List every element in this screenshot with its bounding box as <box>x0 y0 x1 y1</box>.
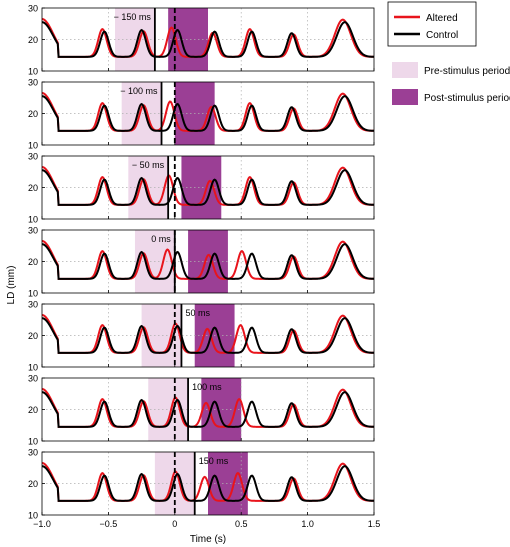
series-control <box>42 243 374 280</box>
panels: − 150 ms 10 20 30 − 100 ms 10 20 30 − 50 ms 10 20 3… <box>28 4 375 521</box>
panel-7: 150 ms 10 20 30 <box>28 448 375 521</box>
y-tick-label: 30 <box>28 448 38 458</box>
y-tick-label: 10 <box>28 511 38 521</box>
panel-3: − 50 ms 10 20 30 <box>28 152 375 225</box>
x-tick-label: −1.0 <box>33 519 51 529</box>
delay-label: 100 ms <box>192 382 222 392</box>
series-control <box>42 317 374 354</box>
y-tick-label: 10 <box>28 141 38 151</box>
y-tick-label: 20 <box>28 109 38 119</box>
y-tick-label: 30 <box>28 152 38 162</box>
y-tick-label: 10 <box>28 437 38 447</box>
y-tick-label: 30 <box>28 4 38 14</box>
delay-label: 150 ms <box>199 456 229 466</box>
delay-label: − 150 ms <box>114 12 152 22</box>
y-axis-label: LD (mm) <box>6 266 17 305</box>
x-tick-label: 1.5 <box>368 519 381 529</box>
y-tick-label: 20 <box>28 405 38 415</box>
y-tick-label: 30 <box>28 300 38 310</box>
x-tick-label: 0 <box>172 519 177 529</box>
panel-4: 0 ms 10 20 30 <box>28 226 375 299</box>
legend: Altered Control Pre-stimulus period Post… <box>387 1 510 105</box>
y-tick-label: 20 <box>28 331 38 341</box>
legend-label-control: Control <box>426 30 458 41</box>
series-control <box>42 95 374 132</box>
legend-box <box>387 1 477 47</box>
legend-swatch-pre-stimulus <box>392 62 418 78</box>
delay-label: − 50 ms <box>132 160 165 170</box>
y-tick-label: 30 <box>28 374 38 384</box>
legend-label-post-stimulus: Post-stimulus period <box>424 93 510 104</box>
panel-2: − 100 ms 10 20 30 <box>28 78 375 151</box>
y-tick-label: 20 <box>28 479 38 489</box>
y-tick-label: 30 <box>28 226 38 236</box>
y-tick-label: 10 <box>28 215 38 225</box>
y-tick-label: 30 <box>28 78 38 88</box>
y-tick-label: 10 <box>28 67 38 77</box>
y-tick-label: 20 <box>28 35 38 45</box>
panel-6: 100 ms 10 20 30 <box>28 374 375 447</box>
legend-swatch-post-stimulus <box>392 89 418 105</box>
delay-label: 50 ms <box>185 308 210 318</box>
legend-label-altered: Altered <box>426 13 458 24</box>
panel-5: 50 ms 10 20 30 <box>28 300 375 373</box>
x-tick-label: 1.0 <box>301 519 314 529</box>
x-tick-labels: −1.0 −0.5 0 0.5 1.0 1.5 <box>33 519 380 529</box>
series-control <box>42 465 374 502</box>
y-tick-label: 10 <box>28 289 38 299</box>
delay-label: − 100 ms <box>120 86 158 96</box>
series-control <box>42 391 374 428</box>
panel-1: − 150 ms 10 20 30 <box>28 4 375 77</box>
x-axis-label: Time (s) <box>190 534 226 545</box>
legend-label-pre-stimulus: Pre-stimulus period <box>424 66 510 77</box>
x-tick-label: 0.5 <box>235 519 248 529</box>
y-tick-label: 10 <box>28 363 38 373</box>
y-tick-label: 20 <box>28 257 38 267</box>
series-control <box>42 21 374 58</box>
delay-label: 0 ms <box>151 234 171 244</box>
y-tick-label: 20 <box>28 183 38 193</box>
x-tick-label: −0.5 <box>100 519 118 529</box>
series-control <box>42 169 374 206</box>
